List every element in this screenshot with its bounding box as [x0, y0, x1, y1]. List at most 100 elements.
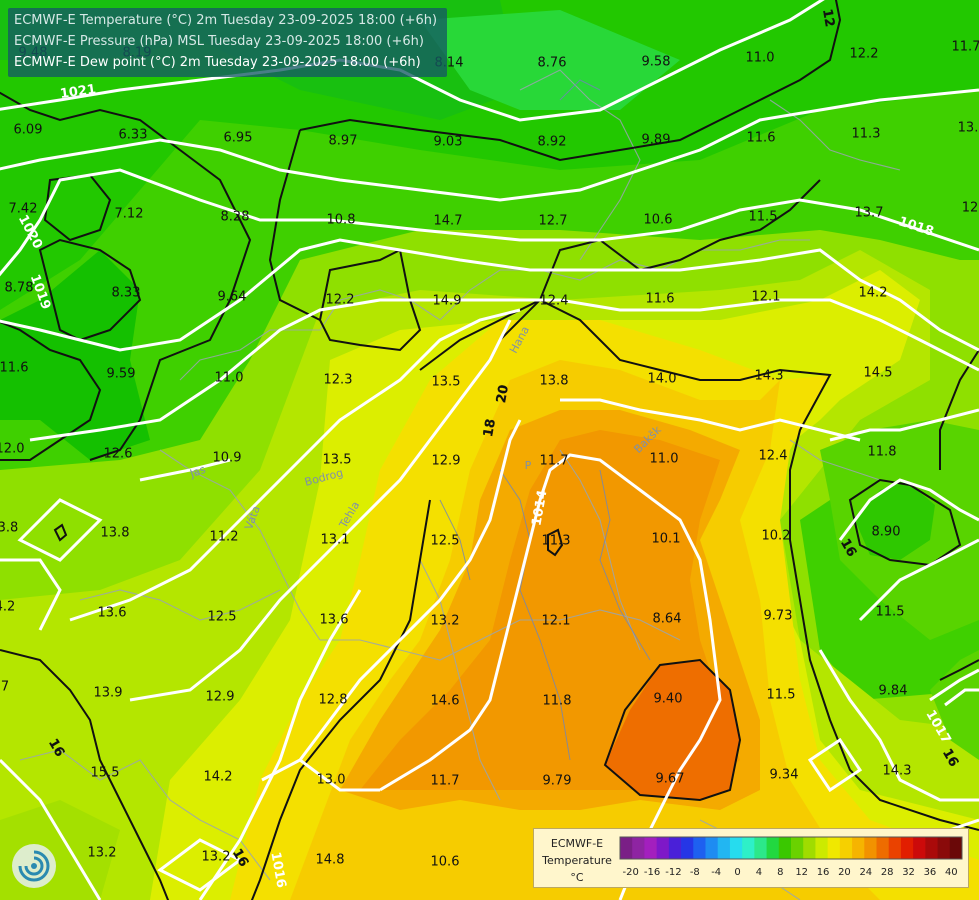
- temperature-value: 12.5: [208, 610, 237, 625]
- legend-tick-label: 24: [859, 867, 872, 878]
- isobar-label: 1021: [59, 82, 97, 102]
- dewpoint-contour-label: 20: [494, 384, 512, 404]
- temperature-value: 14.2: [859, 286, 888, 301]
- temperature-value: 7: [1, 680, 9, 695]
- temperature-value: 9.79: [543, 774, 572, 789]
- temperature-value: 14.5: [864, 366, 893, 381]
- temperature-value: 13.: [958, 121, 979, 136]
- temperature-value: 10.2: [762, 529, 791, 544]
- temperature-value: 13.0: [317, 773, 346, 788]
- temperature-value: 14.3: [755, 369, 784, 384]
- legend-swatch: [803, 837, 816, 859]
- legend-unit: °C: [570, 871, 584, 884]
- temperature-value: 13.5: [432, 375, 461, 390]
- temperature-value: 10.8: [327, 213, 356, 228]
- temperature-value: 11.6: [646, 292, 675, 307]
- legend-color-scale: -20 -16 -12 -8 -4 0 4 8 12 16 20 24 28 32 36 40: [619, 836, 963, 878]
- temperature-legend: ECMWF-E Temperature °C -20 -16 -12 -8 -4 0 4 8 1…: [533, 828, 969, 888]
- temperature-value: 9.67: [656, 772, 685, 787]
- legend-swatch: [852, 837, 865, 859]
- legend-swatch: [717, 837, 731, 859]
- temperature-value: 7.12: [115, 207, 144, 222]
- temperature-value: 11.0: [650, 452, 679, 467]
- temperature-value: 12.2: [326, 293, 355, 308]
- temperature-title: ECMWF-E Temperature (°C) 2m Tuesday 23-0…: [14, 13, 438, 28]
- temperature-value: 11.2: [210, 530, 239, 545]
- legend-swatch: [876, 837, 890, 859]
- temperature-value: 13.2: [431, 614, 460, 629]
- temperature-value: 12.5: [431, 534, 460, 549]
- temperature-value: 12.6: [104, 447, 133, 462]
- temperature-value: 8.90: [872, 525, 901, 540]
- legend-swatch: [656, 837, 670, 859]
- temperature-value: 9.84: [879, 684, 908, 699]
- temperature-value: 10.9: [213, 451, 242, 466]
- map-header: ECMWF-E Temperature (°C) 2m Tuesday 23-0…: [8, 8, 448, 77]
- temperature-value: 11.6: [747, 131, 776, 146]
- temperature-value: 12.8: [319, 693, 348, 708]
- temperature-value: 11.6: [0, 361, 28, 376]
- legend-tick-label: 4: [756, 867, 762, 878]
- temperature-value: 9.58: [642, 55, 671, 70]
- legend-swatch: [937, 837, 951, 859]
- temperature-value: 11.5: [767, 688, 796, 703]
- legend-swatch: [681, 837, 694, 859]
- temperature-value: 12.1: [752, 290, 781, 305]
- temperature-value: 8.78: [5, 281, 34, 296]
- temperature-value: 15.5: [91, 766, 120, 781]
- temperature-value: 12.9: [432, 454, 461, 469]
- legend-title-variable: Temperature: [542, 854, 612, 867]
- legend-tick-label: 36: [924, 867, 937, 878]
- temperature-value: 12.1: [542, 614, 571, 629]
- legend-tick-label: 20: [838, 867, 851, 878]
- temperature-value: 14.9: [433, 294, 462, 309]
- dewpoint-title: ECMWF-E Dew point (°C) 2m Tuesday 23-09-…: [14, 55, 421, 70]
- temperature-value: 10.6: [431, 855, 460, 870]
- temperature-value: 6.09: [14, 123, 43, 138]
- legend-swatch: [827, 837, 841, 859]
- temperature-value: 11.5: [876, 605, 905, 620]
- legend-swatch: [913, 837, 926, 859]
- legend-tick-label: -8: [690, 867, 700, 878]
- temperature-value: 12.4: [759, 449, 788, 464]
- temperature-value: 13.6: [98, 606, 127, 621]
- dewpoint-contour-label: 12: [819, 8, 837, 28]
- temperature-value: 12.4: [540, 294, 569, 309]
- temperature-value: 11.0: [746, 51, 775, 66]
- legend-tick-label: -4: [711, 867, 721, 878]
- legend-swatch: [839, 837, 853, 859]
- legend-swatch: [729, 837, 743, 859]
- legend-swatch: [766, 837, 780, 859]
- legend-swatch: [925, 837, 938, 859]
- temperature-value: 11.8: [868, 445, 897, 460]
- temperature-value: 8.28: [221, 210, 250, 225]
- temperature-value: 7.42: [9, 202, 38, 217]
- legend-tick-label: -16: [644, 867, 660, 878]
- pressure-title: ECMWF-E Pressure (hPa) MSL Tuesday 23-09…: [14, 34, 424, 49]
- legend-swatch: [949, 837, 963, 859]
- temperature-value: 10.1: [652, 532, 681, 547]
- temperature-value: 13.8: [540, 374, 569, 389]
- temperature-value: 8.76: [538, 56, 567, 71]
- legend-swatch: [632, 837, 645, 859]
- legend-swatch: [620, 837, 633, 859]
- temperature-value: 14.6: [431, 694, 460, 709]
- temperature-value: 3.8: [0, 521, 18, 536]
- temperature-value: 13.2: [88, 846, 117, 861]
- temperature-value: 11.7: [540, 454, 569, 469]
- temperature-value: 14.2: [204, 770, 233, 785]
- legend-tick-label: 16: [817, 867, 830, 878]
- place-label: Jas: [187, 463, 207, 481]
- temperature-value: 14.8: [316, 853, 345, 868]
- map-labels: HanaBakškPBodrogTehlaJasVáta161616162018…: [0, 8, 979, 889]
- legend-swatch: [864, 837, 877, 859]
- temperature-value: 11.5: [749, 210, 778, 225]
- temperature-value: 13.6: [320, 613, 349, 628]
- ecmwf-swirl-icon: [12, 844, 56, 888]
- temperature-value: 11.7: [431, 774, 460, 789]
- temperature-value: 9.89: [642, 133, 671, 148]
- legend-tick-label: 0: [734, 867, 740, 878]
- temperature-value: 13.1: [321, 533, 350, 548]
